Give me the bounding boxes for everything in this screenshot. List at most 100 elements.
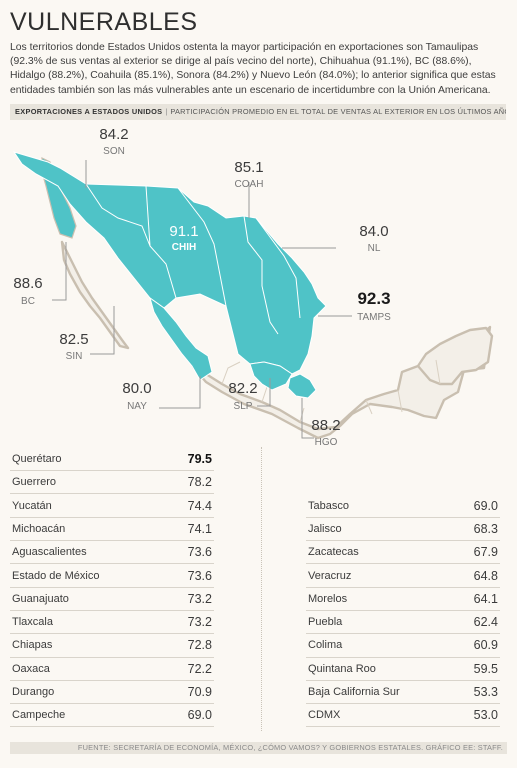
callout-bc-state: BC <box>21 296 35 307</box>
map-state-slp <box>249 361 293 391</box>
row-name: Zacatecas <box>308 546 359 559</box>
table-row: Querétaro 79.5 <box>10 447 214 472</box>
row-name: Chiapas <box>12 639 53 652</box>
table-row: CDMX 53.0 <box>306 703 500 728</box>
callout-hgo-state: HGO <box>315 437 338 447</box>
row-name: Veracruz <box>308 569 352 582</box>
row-value: 53.0 <box>473 708 498 723</box>
table-row: Campeche 69.0 <box>10 703 214 728</box>
row-name: Puebla <box>308 616 343 629</box>
row-name: Estado de México <box>12 569 100 582</box>
map-state-north <box>12 151 327 375</box>
source-footer: FUENTE: SECRETARÍA DE ECONOMÍA, MÉXICO, … <box>10 742 507 754</box>
callout-nl-state: NL <box>368 243 381 254</box>
map-highlighted-states <box>12 151 327 399</box>
row-name: Tabasco <box>308 499 349 512</box>
row-value: 73.2 <box>187 615 212 630</box>
row-name: Tlaxcala <box>12 616 53 629</box>
row-name: Yucatán <box>12 499 52 512</box>
row-name: Oaxaca <box>12 662 50 675</box>
row-name: Colima <box>308 639 343 652</box>
row-name: Morelos <box>308 592 348 605</box>
row-name: Quintana Roo <box>308 662 376 675</box>
row-name: Querétaro <box>12 453 62 465</box>
row-name: CDMX <box>308 709 341 722</box>
row-value: 72.2 <box>187 661 212 676</box>
table-row: Aguascalientes 73.6 <box>10 540 214 565</box>
row-value: 60.9 <box>473 638 498 653</box>
column-divider <box>261 447 262 731</box>
map-base-bcs <box>60 240 130 350</box>
map-callout-labels: 84.2 SON 85.1 COAH 91.1 CHIH 84.0 NL 88.… <box>13 126 391 447</box>
table-row: Estado de México 73.6 <box>10 564 214 588</box>
row-value: 68.3 <box>473 521 498 536</box>
row-name: Aguascalientes <box>12 546 87 559</box>
map-base-yucatan <box>416 326 494 386</box>
leader-nay <box>159 376 201 409</box>
callout-chih-state: CHIH <box>172 242 196 253</box>
callout-nay-state: NAY <box>127 401 147 412</box>
mexico-map: 84.2 SON 85.1 COAH 91.1 CHIH 84.0 NL 88.… <box>12 126 494 447</box>
row-value: 53.3 <box>473 685 498 699</box>
callout-chih-value: 91.1 <box>169 223 198 240</box>
section-header-band: EXPORTACIONES A ESTADOS UNIDOS | PARTICIPA… <box>10 104 506 120</box>
row-name: Durango <box>12 686 55 698</box>
callout-tamps-value: 92.3 <box>357 289 390 308</box>
callout-slp-value: 82.2 <box>228 380 257 397</box>
callout-coah-value: 85.1 <box>234 159 263 176</box>
table-row: Tlaxcala 73.2 <box>10 610 214 635</box>
page-title: VULNERABLES <box>10 8 198 36</box>
section-header-sublabel: PARTICIPACIÓN PROMEDIO EN EL TOTAL DE VE… <box>170 107 506 116</box>
row-name: Michoacán <box>12 522 66 535</box>
leader-slp <box>257 378 271 407</box>
map-state-sin-nay <box>149 296 213 381</box>
intro-paragraph: Los territorios donde Estados Unidos ost… <box>10 42 496 96</box>
table-row: Zacatecas 67.9 <box>306 540 500 565</box>
callout-slp-state: SLP <box>234 401 253 412</box>
table-row: Jalisco 68.3 <box>306 517 500 542</box>
row-value: 73.2 <box>187 591 212 606</box>
row-name: Jalisco <box>308 522 342 535</box>
table-row: Veracruz 64.8 <box>306 564 500 588</box>
row-name: Guerrero <box>12 476 57 489</box>
map-state-hgo <box>287 373 317 399</box>
table-row: Baja California Sur 53.3 <box>306 680 500 705</box>
row-name: Campeche <box>12 709 66 722</box>
table-row: Quintana Roo 59.5 <box>306 657 500 681</box>
table-row: Morelos 64.1 <box>306 587 500 611</box>
row-value: 72.8 <box>187 638 212 653</box>
row-value: 64.1 <box>473 591 498 606</box>
callout-bc-value: 88.6 <box>13 275 42 292</box>
row-name: Guanajuato <box>12 592 69 605</box>
map-highlight-borders <box>85 183 301 335</box>
leader-bc <box>52 242 67 301</box>
callout-nay-value: 80.0 <box>122 380 151 397</box>
row-value: 70.9 <box>187 685 212 699</box>
table-row: Puebla 62.4 <box>306 610 500 635</box>
callout-sin-state: SIN <box>66 351 83 362</box>
state-tables: Querétaro 79.5 Guerrero 78.2 Yucatán 74.4 M… <box>10 447 506 731</box>
map-callout-leaders <box>52 160 352 439</box>
row-value: 64.8 <box>473 568 498 583</box>
callout-hgo-value: 88.2 <box>311 417 340 434</box>
section-header-label: EXPORTACIONES A ESTADOS UNIDOS <box>15 107 163 116</box>
section-header-separator: | <box>165 107 168 116</box>
table-row: Michoacán 74.1 <box>10 517 214 542</box>
leader-sin <box>90 306 115 355</box>
table-row: Chiapas 72.8 <box>10 633 214 658</box>
map-base-country <box>60 240 494 440</box>
table-row: Guerrero 78.2 <box>10 470 214 495</box>
table-row: Yucatán 74.4 <box>10 494 214 518</box>
callout-son-value: 84.2 <box>99 126 128 143</box>
callout-son-state: SON <box>103 146 125 157</box>
callout-sin-value: 82.5 <box>59 331 88 348</box>
table-row: Oaxaca 72.2 <box>10 657 214 681</box>
row-value: 69.0 <box>473 498 498 513</box>
callout-nl-value: 84.0 <box>359 223 388 240</box>
row-value: 62.4 <box>473 615 498 630</box>
row-value: 73.6 <box>187 545 212 560</box>
table-row: Colima 60.9 <box>306 633 500 658</box>
row-value: 69.0 <box>187 708 212 723</box>
row-value: 74.1 <box>187 521 212 536</box>
row-value: 78.2 <box>187 475 212 490</box>
